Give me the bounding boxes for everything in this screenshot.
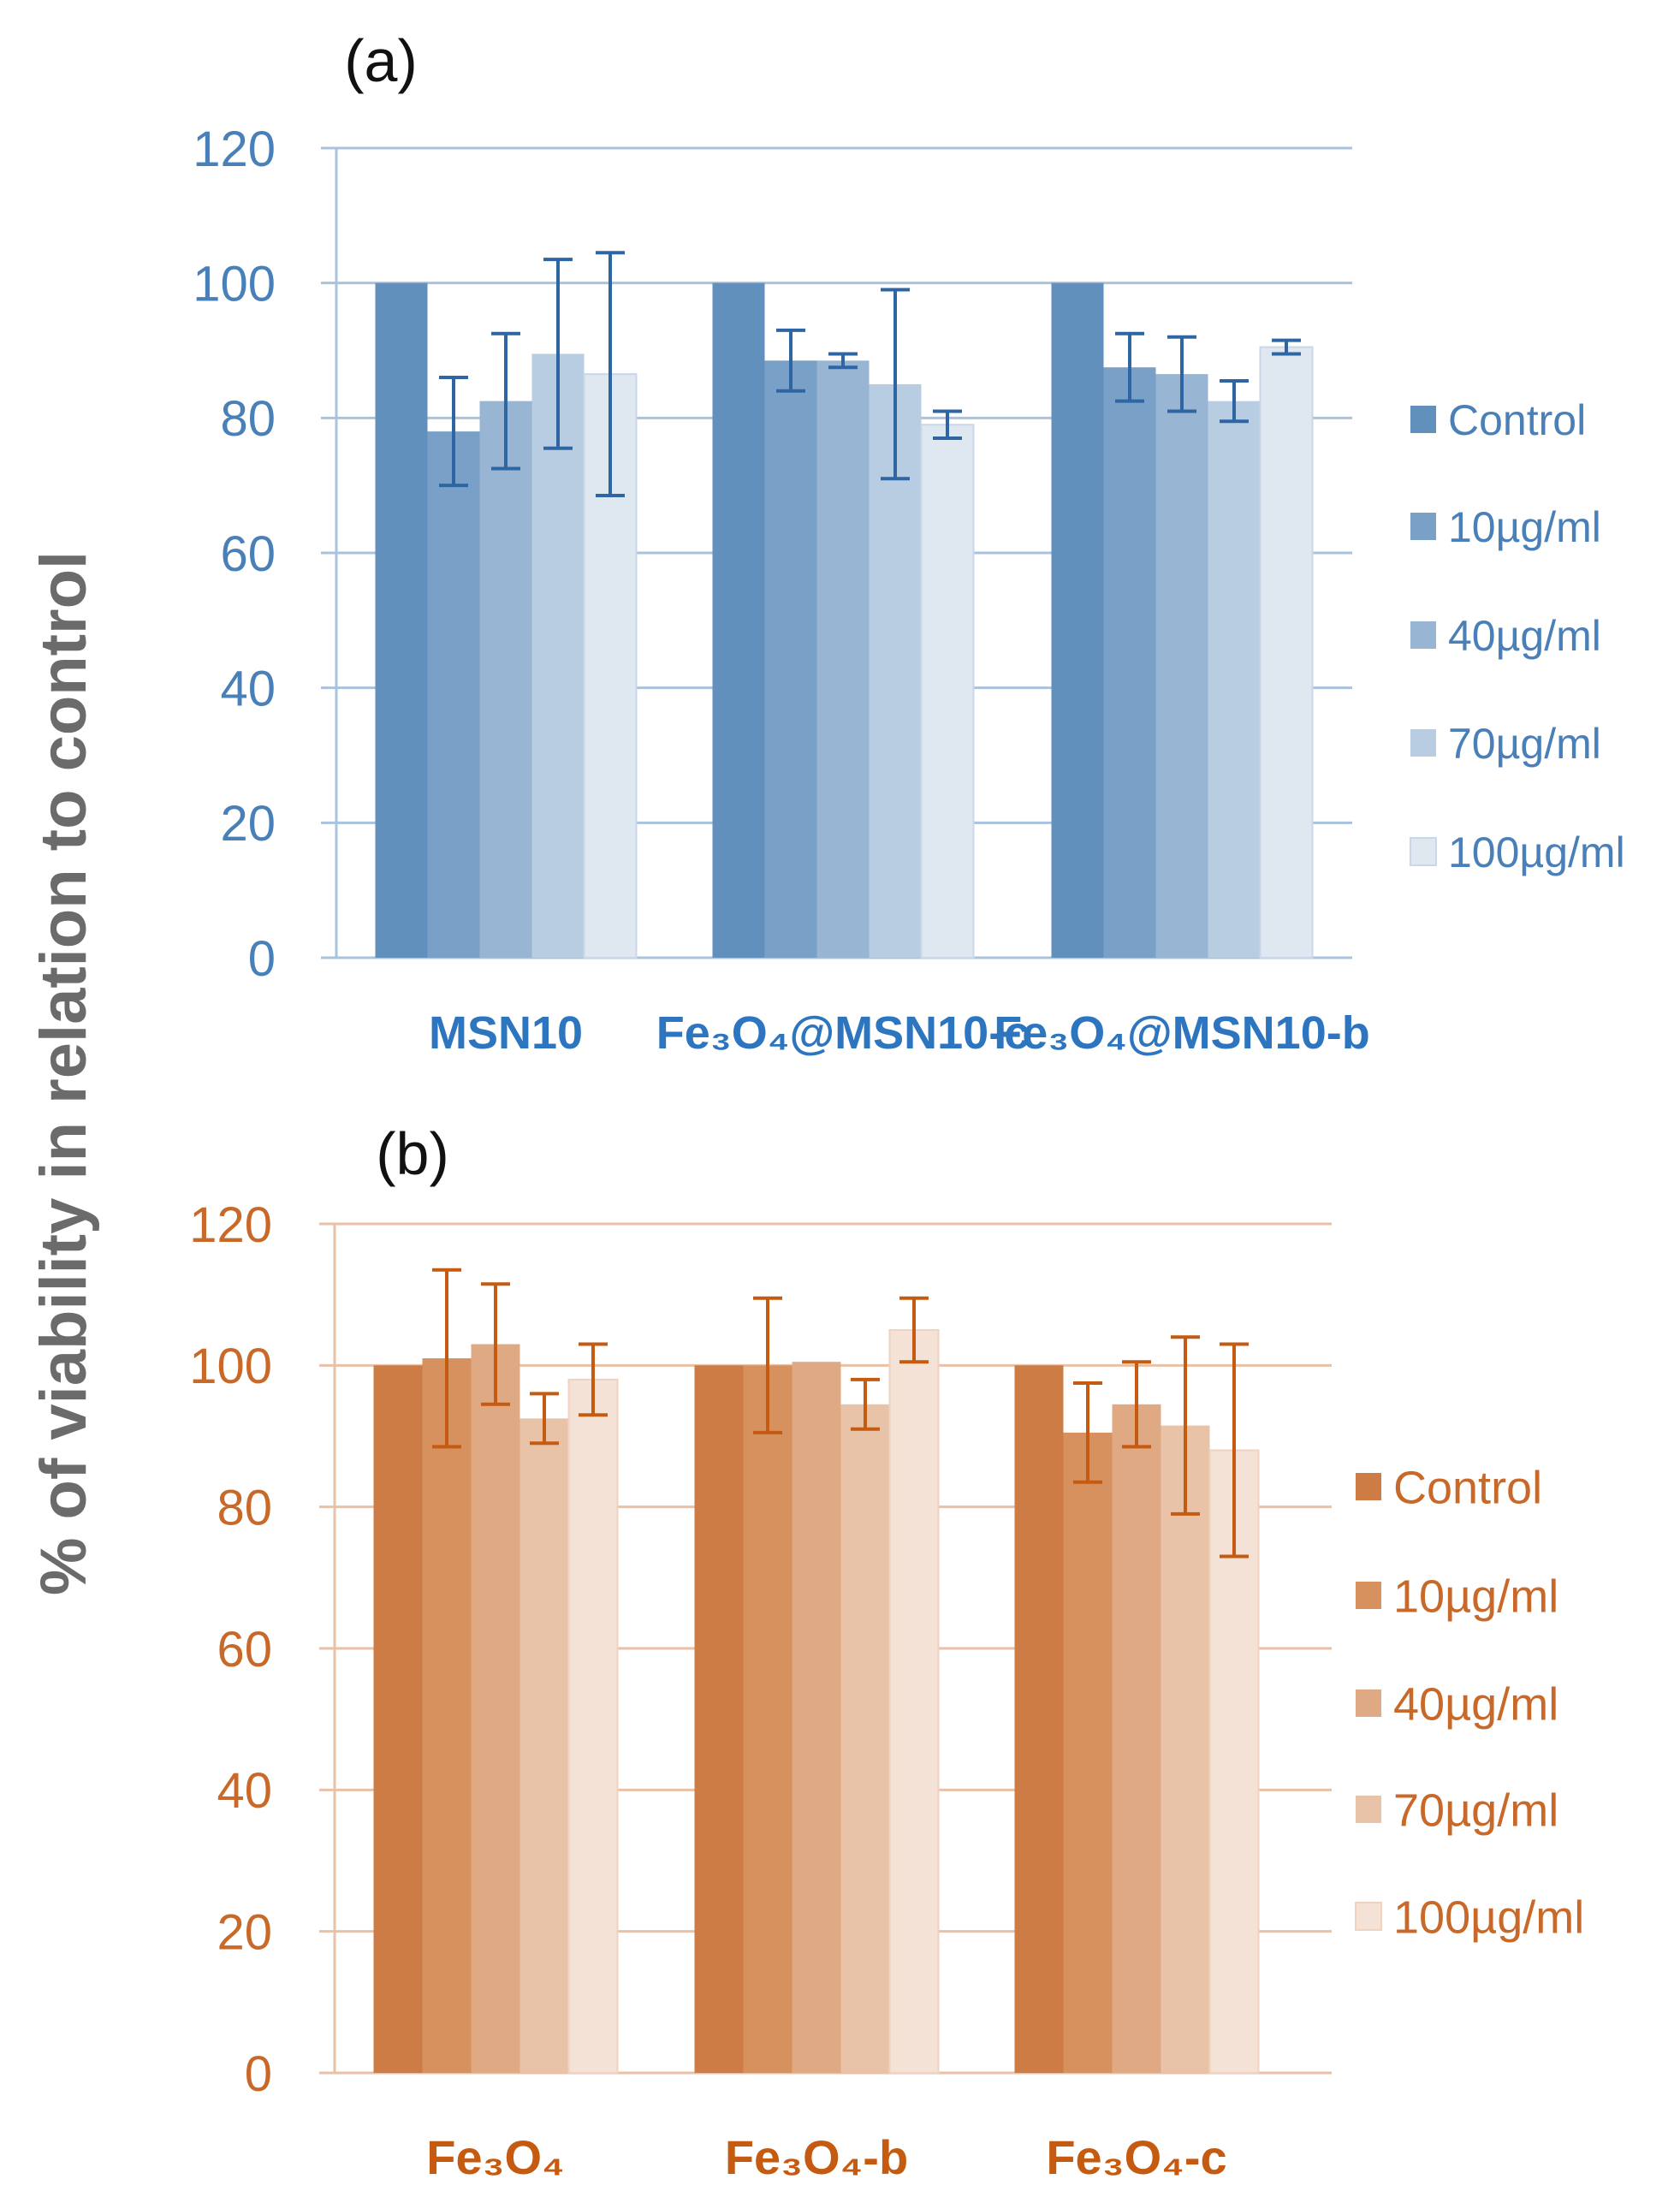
bar-control <box>373 1365 423 2073</box>
legend-swatch <box>1356 1582 1381 1609</box>
bar-40gml <box>479 401 532 958</box>
x-category-label: Fe₃O₄@MSN10-b <box>994 1007 1369 1059</box>
legend-label: Control <box>1448 396 1586 444</box>
legend-swatch <box>1410 513 1436 540</box>
legend-swatch <box>1410 621 1436 649</box>
y-tick-label: 60 <box>220 526 276 582</box>
bar-70gml <box>840 1404 890 2073</box>
bar-10gml <box>427 431 480 959</box>
error-bar <box>530 1392 559 1446</box>
bar-control <box>1014 1365 1064 2073</box>
legend-label: 40µg/ml <box>1448 612 1601 660</box>
bar-70gml <box>1208 401 1261 958</box>
bar-control <box>375 282 428 959</box>
y-tick-label: 120 <box>189 1197 272 1253</box>
legend-label: Control <box>1393 1462 1542 1513</box>
legend-swatch <box>1356 1473 1381 1500</box>
y-tick-label: 120 <box>193 122 276 177</box>
y-tick-label: 0 <box>248 931 276 987</box>
legend-swatch <box>1410 837 1437 866</box>
bar-40gml <box>1112 1404 1161 2073</box>
error-bar <box>776 328 805 393</box>
bar-control <box>1051 282 1104 959</box>
y-axis-label: % of viability in relation to control <box>27 551 100 1595</box>
y-tick-label: 0 <box>245 2046 272 2102</box>
y-tick-label: 20 <box>220 796 276 852</box>
error-bar <box>1171 1335 1200 1516</box>
bar-10gml <box>764 360 817 958</box>
error-bar <box>596 251 625 497</box>
legend-label: 10µg/ml <box>1448 503 1601 551</box>
bar-40gml <box>792 1362 841 2073</box>
y-tick-label: 100 <box>189 1339 272 1394</box>
legend-swatch <box>1356 1796 1381 1823</box>
bar-10gml <box>743 1365 793 2073</box>
legend-swatch <box>1410 729 1436 757</box>
chart-title: (a) <box>344 27 418 94</box>
legend-swatch <box>1410 406 1436 433</box>
error-bar <box>899 1296 929 1364</box>
y-tick-label: 40 <box>220 662 276 717</box>
error-bar <box>432 1268 461 1449</box>
x-category-label: Fe₃O₄ <box>426 2130 565 2184</box>
error-bar <box>1272 338 1301 356</box>
bar-control <box>694 1365 744 2073</box>
legend-label: 40µg/ml <box>1393 1678 1558 1730</box>
error-bar <box>439 376 468 488</box>
error-bar <box>579 1342 608 1417</box>
legend-label: 100µg/ml <box>1448 828 1625 876</box>
bar-40gml <box>1155 374 1208 958</box>
bar-100gml <box>1259 346 1314 959</box>
error-bar <box>543 258 573 450</box>
y-tick-label: 80 <box>220 391 276 447</box>
error-bar <box>1073 1381 1102 1484</box>
x-category-label: Fe₃O₄-c <box>1046 2130 1226 2184</box>
error-bar <box>491 331 520 471</box>
error-bar <box>753 1296 782 1434</box>
error-bar <box>1220 1342 1249 1559</box>
legend-swatch <box>1356 1689 1381 1717</box>
legend-label: 70µg/ml <box>1448 720 1601 768</box>
y-tick-label: 60 <box>217 1622 272 1677</box>
legend-swatch <box>1355 1902 1382 1931</box>
legend-label: 70µg/ml <box>1393 1784 1558 1836</box>
legend-label: 10µg/ml <box>1393 1571 1558 1622</box>
bar-10gml <box>1103 367 1156 958</box>
error-bar <box>1220 378 1249 424</box>
y-tick-label: 80 <box>217 1481 272 1536</box>
x-category-label: Fe₃O₄-b <box>725 2130 908 2184</box>
y-tick-label: 20 <box>217 1905 272 1961</box>
y-tick-label: 100 <box>193 257 276 312</box>
error-bar <box>881 288 910 481</box>
bar-70gml <box>1161 1425 1210 2073</box>
bar-100gml <box>888 1329 940 2074</box>
error-bar <box>1115 331 1144 403</box>
error-bar <box>1122 1360 1151 1449</box>
bar-control <box>712 282 765 959</box>
error-bar <box>481 1282 510 1406</box>
panel-b: (b) 0 20 40 60 80 100 120 Fe₃O₄ Fe₃O₄-b Fe₃O₄-c Con… <box>189 1120 1584 2184</box>
error-bar <box>828 352 858 370</box>
panel-a: (a) 0 20 40 60 80 100 120 MSN10 Fe₃O₄@MSN10-cFe₃O… <box>193 27 1624 1059</box>
bar-70gml <box>519 1418 569 2073</box>
bar-100gml <box>567 1378 619 2075</box>
y-tick-label: 40 <box>217 1763 272 1819</box>
error-bar <box>1167 335 1196 413</box>
bar-10gml <box>1063 1432 1113 2073</box>
bar-10gml <box>422 1358 472 2073</box>
error-bar <box>933 409 962 440</box>
bar-40gml <box>471 1344 520 2073</box>
x-category-label: Fe₃O₄@MSN10-c <box>656 1007 1030 1059</box>
legend-label: 100µg/ml <box>1393 1891 1584 1943</box>
bar-40gml <box>816 360 870 958</box>
chart-title: (b) <box>376 1120 449 1187</box>
x-category-label: MSN10 <box>429 1007 583 1059</box>
error-bar <box>851 1377 880 1431</box>
bar-100gml <box>920 424 975 959</box>
bar-70gml <box>531 353 585 959</box>
